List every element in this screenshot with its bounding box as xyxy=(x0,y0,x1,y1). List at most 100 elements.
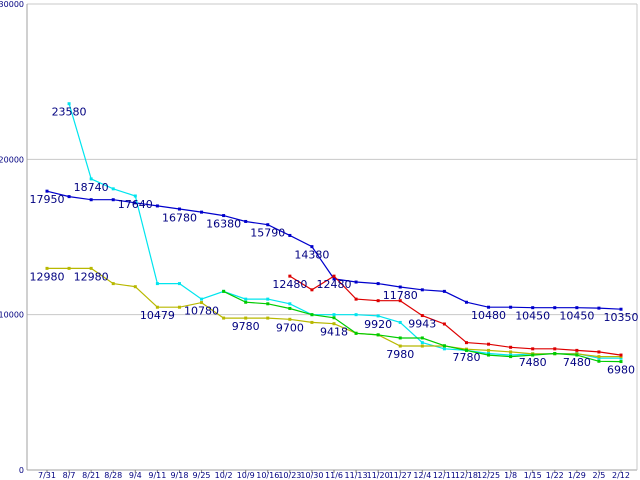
data-point xyxy=(398,336,402,340)
x-tick-label: 1/29 xyxy=(568,471,586,480)
data-point xyxy=(266,223,270,227)
x-tick-label: 10/9 xyxy=(237,471,255,480)
series-1 xyxy=(45,189,623,311)
data-point xyxy=(509,345,513,349)
data-point xyxy=(310,320,314,324)
data-point xyxy=(111,198,115,202)
data-point xyxy=(487,353,491,357)
data-point xyxy=(111,282,115,286)
data-point xyxy=(288,233,292,237)
x-tick-label: 8/28 xyxy=(104,471,122,480)
data-point xyxy=(177,282,181,286)
data-point xyxy=(310,313,314,317)
data-point xyxy=(398,285,402,289)
data-point xyxy=(597,359,601,363)
data-point xyxy=(597,356,601,360)
data-point xyxy=(509,305,513,309)
data-point xyxy=(487,305,491,309)
data-point xyxy=(133,285,137,289)
data-point xyxy=(531,353,535,357)
data-label: 9780 xyxy=(232,320,260,333)
x-tick-label: 10/2 xyxy=(215,471,233,480)
data-point xyxy=(266,297,270,301)
data-point xyxy=(442,322,446,326)
data-point xyxy=(332,316,336,320)
data-point xyxy=(376,314,380,318)
data-point xyxy=(575,348,579,352)
x-tick-label: 7/31 xyxy=(38,471,56,480)
data-point xyxy=(244,316,248,320)
data-point xyxy=(354,313,358,317)
data-label: 15790 xyxy=(250,227,285,240)
data-point xyxy=(332,274,336,278)
data-label: 17640 xyxy=(118,198,153,211)
data-label: 7480 xyxy=(519,356,547,369)
data-point xyxy=(442,289,446,293)
x-tick-label: 1/22 xyxy=(546,471,564,480)
x-tick-label: 9/11 xyxy=(148,471,166,480)
y-tick-label: 10000 xyxy=(0,311,24,320)
data-point xyxy=(288,302,292,306)
x-tick-label: 1/15 xyxy=(524,471,542,480)
data-label: 23580 xyxy=(52,106,87,119)
series-line xyxy=(289,275,622,356)
data-point xyxy=(67,102,71,106)
y-tick-label: 30000 xyxy=(0,0,24,9)
data-point xyxy=(464,341,468,345)
data-label: 10350 xyxy=(604,311,639,324)
data-point xyxy=(509,355,513,359)
data-label: 18740 xyxy=(74,181,109,194)
data-point xyxy=(376,299,380,303)
y-axis-tick-labels: 0 10000 20000 30000 xyxy=(0,0,24,475)
data-point xyxy=(266,316,270,320)
data-point xyxy=(597,306,601,310)
data-point xyxy=(133,201,137,205)
data-point xyxy=(531,347,535,351)
data-label: 6980 xyxy=(607,364,635,377)
data-point xyxy=(354,331,358,335)
data-label: 16780 xyxy=(162,211,197,224)
data-point xyxy=(619,355,623,359)
x-tick-label: 11/6 xyxy=(325,471,343,480)
data-point xyxy=(155,282,159,286)
data-point xyxy=(244,297,248,301)
x-tick-label: 8/21 xyxy=(82,471,100,480)
x-tick-label: 10/30 xyxy=(300,471,323,480)
data-point xyxy=(398,299,402,303)
series-5 xyxy=(288,274,623,357)
data-label: 9920 xyxy=(364,318,392,331)
data-label: 11780 xyxy=(383,289,418,302)
data-point xyxy=(420,341,424,345)
x-tick-label: 10/23 xyxy=(278,471,301,480)
data-label: 9700 xyxy=(276,321,304,334)
data-point xyxy=(89,177,93,181)
data-label: 10480 xyxy=(471,309,506,322)
data-label: 12480 xyxy=(317,278,352,291)
data-point xyxy=(177,207,181,211)
data-point xyxy=(310,245,314,249)
data-point xyxy=(553,347,557,351)
data-point xyxy=(222,289,226,293)
data-point xyxy=(200,301,204,305)
x-tick-label: 12/18 xyxy=(455,471,478,480)
x-tick-label: 12/11 xyxy=(433,471,456,480)
data-labels: 23580 18740 17950 17640 16780 16380 15790 14380… xyxy=(30,106,639,377)
data-label: 10780 xyxy=(184,305,219,318)
data-label: 9418 xyxy=(320,326,348,339)
data-point xyxy=(487,352,491,355)
data-point xyxy=(619,356,623,360)
data-label: 10479 xyxy=(140,309,175,322)
x-tick-label: 11/27 xyxy=(389,471,412,480)
y-tick-label: 0 xyxy=(19,466,24,475)
data-point xyxy=(420,314,424,318)
data-point xyxy=(619,353,623,357)
data-point xyxy=(222,214,226,218)
data-point xyxy=(288,274,292,278)
data-label: 12480 xyxy=(272,278,307,291)
data-point xyxy=(487,342,491,346)
data-point xyxy=(222,316,226,320)
data-point xyxy=(575,353,579,357)
axes xyxy=(26,4,638,473)
data-label: 10450 xyxy=(515,310,550,323)
x-tick-label: 12/25 xyxy=(477,471,500,480)
